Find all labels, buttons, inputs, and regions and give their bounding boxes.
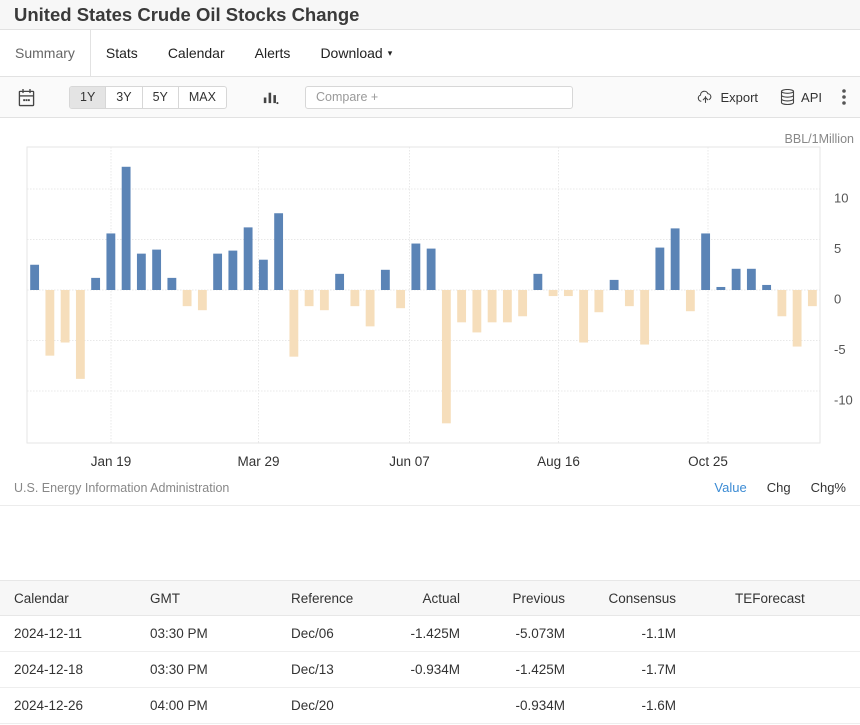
svg-text:0: 0 — [834, 292, 841, 307]
svg-text:Jan 19: Jan 19 — [91, 454, 132, 469]
svg-text:Mar 29: Mar 29 — [237, 454, 279, 469]
svg-text:Jun 07: Jun 07 — [389, 454, 430, 469]
svg-text:BBL/1Million: BBL/1Million — [785, 132, 855, 146]
svg-text:-10: -10 — [834, 393, 853, 408]
svg-text:-5: -5 — [834, 342, 846, 357]
svg-text:Aug 16: Aug 16 — [537, 454, 580, 469]
svg-text:10: 10 — [834, 191, 848, 206]
svg-text:5: 5 — [834, 241, 841, 256]
svg-text:Oct 25: Oct 25 — [688, 454, 728, 469]
